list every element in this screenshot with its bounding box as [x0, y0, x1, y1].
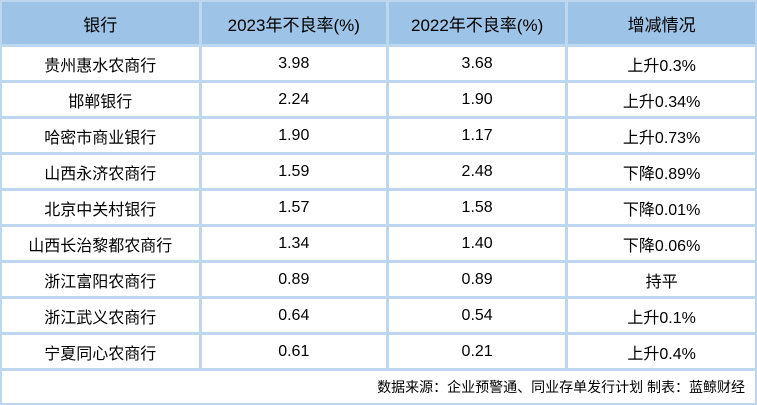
rate-2023-cell: 1.59: [200, 153, 390, 191]
rate-2022-cell: 1.17: [387, 117, 569, 155]
change-cell: 上升0.3%: [566, 45, 755, 83]
header-cell-change: 增减情况: [566, 2, 755, 47]
header-cell-bank: 银行: [2, 2, 202, 47]
rate-2023-cell: 1.57: [200, 189, 390, 227]
header-cell-2022-rate: 2022年不良率(%): [387, 2, 569, 47]
rate-2023-cell: 1.90: [200, 117, 390, 155]
bank-name-cell: 邯郸银行: [2, 81, 202, 119]
table-body: 贵州惠水农商行 3.98 3.68 上升0.3% 邯郸银行 2.24 1.90 上升0.34%…: [2, 45, 755, 371]
change-cell: 上升0.1%: [566, 297, 755, 335]
change-cell: 上升0.34%: [566, 81, 755, 119]
data-source-note: 数据来源：企业预警通、同业存单发行计划 制表：蓝鲸财经: [2, 371, 755, 403]
rate-2023-cell: 1.34: [200, 225, 390, 263]
rate-2022-cell: 0.89: [387, 261, 569, 299]
npl-rate-table: 银行 2023年不良率(%) 2022年不良率(%) 增减情况 贵州惠水农商行 3…: [2, 2, 755, 371]
bank-name-cell: 北京中关村银行: [2, 189, 202, 227]
rate-2023-cell: 2.24: [200, 81, 390, 119]
rate-2023-cell: 0.61: [200, 333, 390, 371]
bank-name-cell: 山西永济农商行: [2, 153, 202, 191]
rate-2022-cell: 3.68: [387, 45, 569, 83]
change-cell: 下降0.89%: [566, 153, 755, 191]
table-row: 邯郸银行 2.24 1.90 上升0.34%: [2, 81, 755, 119]
change-cell: 下降0.06%: [566, 225, 755, 263]
change-cell: 上升0.4%: [566, 333, 755, 371]
table-row: 山西长治黎都农商行 1.34 1.40 下降0.06%: [2, 225, 755, 263]
bank-name-cell: 浙江武义农商行: [2, 297, 202, 335]
rate-2023-cell: 3.98: [200, 45, 390, 83]
bank-name-cell: 山西长治黎都农商行: [2, 225, 202, 263]
rate-2022-cell: 0.54: [387, 297, 569, 335]
rate-2023-cell: 0.89: [200, 261, 390, 299]
rate-2022-cell: 2.48: [387, 153, 569, 191]
bank-name-cell: 哈密市商业银行: [2, 117, 202, 155]
bank-name-cell: 贵州惠水农商行: [2, 45, 202, 83]
table-row: 贵州惠水农商行 3.98 3.68 上升0.3%: [2, 45, 755, 83]
bank-name-cell: 宁夏同心农商行: [2, 333, 202, 371]
table-row: 北京中关村银行 1.57 1.58 下降0.01%: [2, 189, 755, 227]
change-cell: 持平: [566, 261, 755, 299]
change-cell: 上升0.73%: [566, 117, 755, 155]
table-row: 山西永济农商行 1.59 2.48 下降0.89%: [2, 153, 755, 191]
table-row: 浙江武义农商行 0.64 0.54 上升0.1%: [2, 297, 755, 335]
rate-2022-cell: 1.58: [387, 189, 569, 227]
rate-2022-cell: 1.90: [387, 81, 569, 119]
bank-name-cell: 浙江富阳农商行: [2, 261, 202, 299]
header-cell-2023-rate: 2023年不良率(%): [200, 2, 390, 47]
table-row: 哈密市商业银行 1.90 1.17 上升0.73%: [2, 117, 755, 155]
table-header: 银行 2023年不良率(%) 2022年不良率(%) 增减情况: [2, 2, 755, 47]
rate-2023-cell: 0.64: [200, 297, 390, 335]
rate-2022-cell: 1.40: [387, 225, 569, 263]
table-row: 浙江富阳农商行 0.89 0.89 持平: [2, 261, 755, 299]
rate-2022-cell: 0.21: [387, 333, 569, 371]
change-cell: 下降0.01%: [566, 189, 755, 227]
header-row: 银行 2023年不良率(%) 2022年不良率(%) 增减情况: [2, 2, 755, 47]
table-row: 宁夏同心农商行 0.61 0.21 上升0.4%: [2, 333, 755, 371]
